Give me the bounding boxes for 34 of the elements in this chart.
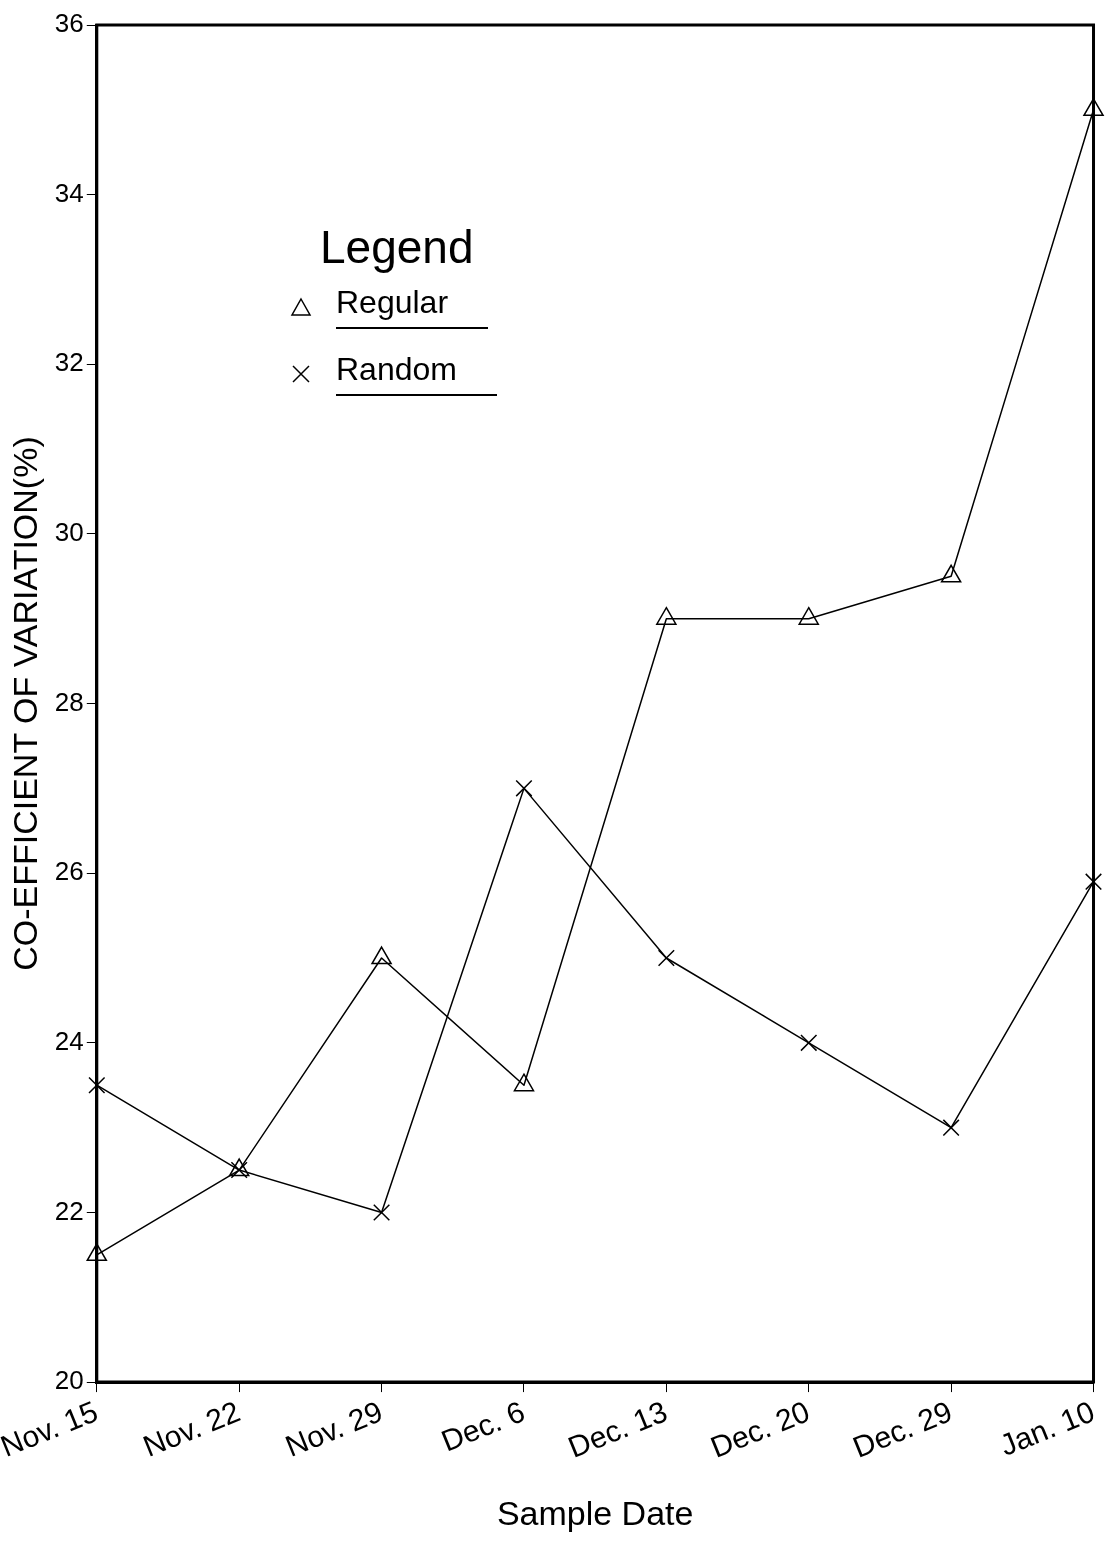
y-axis-title: CO-EFFICIENT OF VARIATION(%) <box>5 436 44 971</box>
y-tick-label: 26 <box>54 856 84 887</box>
y-tick-label: 22 <box>54 1195 84 1226</box>
x-tick-label: Dec. 29 <box>848 1394 957 1464</box>
point <box>88 1076 106 1094</box>
y-tick-label: 34 <box>54 177 84 208</box>
legend-title: Legend <box>320 220 475 274</box>
x-tick-label: Dec. 20 <box>705 1394 815 1464</box>
legend-label: Random <box>336 351 497 396</box>
y-tick-label: 36 <box>54 8 84 39</box>
point <box>371 946 392 965</box>
x-tick-label: Nov. 29 <box>280 1394 387 1463</box>
x-axis-title: Sample Date <box>496 1493 694 1532</box>
x-tick-label: Dec. 6 <box>436 1394 530 1458</box>
point <box>656 606 677 625</box>
point <box>515 779 533 797</box>
y-tick-label: 24 <box>54 1025 84 1056</box>
point <box>1084 873 1103 891</box>
y-tick-label: 32 <box>54 347 84 378</box>
y-tick-label: 28 <box>54 686 84 717</box>
y-tick-label: 20 <box>54 1365 84 1396</box>
legend-label: Regular <box>336 284 489 329</box>
point <box>373 1203 391 1221</box>
y-tick-label: 30 <box>54 517 84 548</box>
x-tick-label: Nov. 15 <box>0 1394 103 1463</box>
x-tick-label: Dec. 13 <box>563 1394 672 1464</box>
point <box>942 1119 960 1137</box>
point <box>940 564 962 583</box>
point <box>798 606 820 625</box>
x-tick-label: Nov. 22 <box>138 1394 245 1463</box>
x-tick-label: Jan. 10 <box>995 1394 1099 1462</box>
point <box>1083 98 1104 117</box>
point <box>657 949 675 967</box>
point <box>800 1034 818 1052</box>
